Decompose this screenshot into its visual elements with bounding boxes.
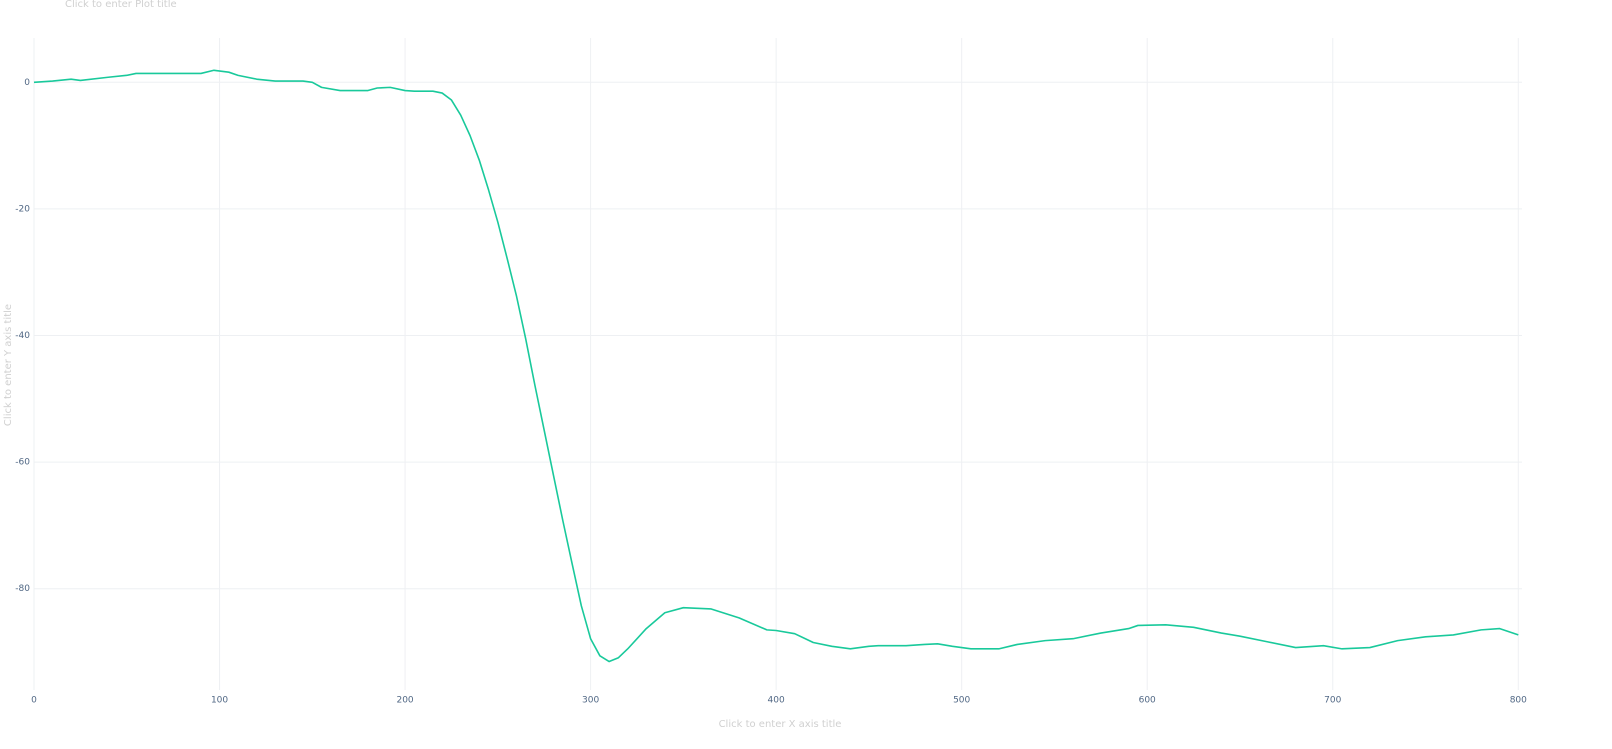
x-tick-label: 400 [768, 696, 785, 706]
y-tick-label: -40 [15, 331, 30, 341]
x-tick-label: 700 [1324, 696, 1341, 706]
y-tick-label: -60 [15, 458, 30, 468]
y-tick-label: 0 [24, 78, 30, 88]
chart-title[interactable]: Click to enter Plot title [65, 0, 177, 10]
y-axis-title[interactable]: Click to enter Y axis title [3, 304, 14, 426]
x-tick-label: 100 [211, 696, 228, 706]
x-tick-label: 600 [1139, 696, 1156, 706]
x-axis-title[interactable]: Click to enter X axis title [719, 719, 842, 730]
x-tick-label: 500 [953, 696, 970, 706]
x-tick-label: 0 [31, 696, 37, 706]
x-tick-label: 800 [1510, 696, 1527, 706]
x-tick-label: 200 [396, 696, 413, 706]
y-tick-label: -20 [15, 204, 30, 214]
data-line [33, 69, 1519, 663]
y-tick-label: -80 [15, 584, 30, 594]
x-tick-label: 300 [582, 696, 599, 706]
